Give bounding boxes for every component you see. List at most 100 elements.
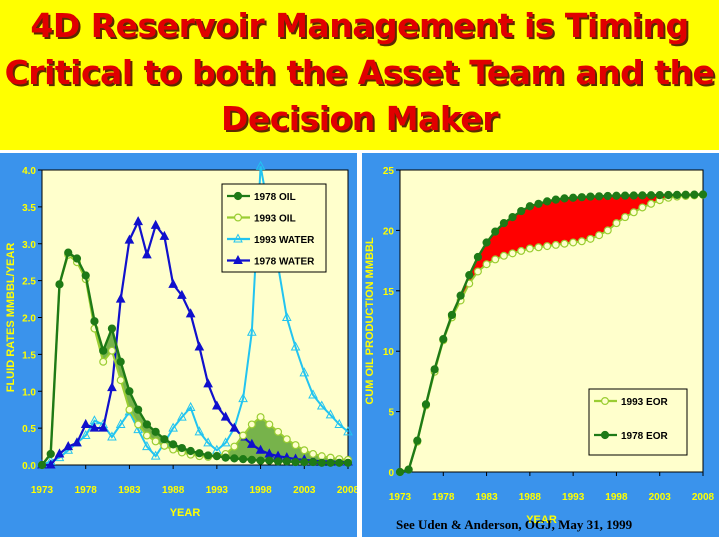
title-banner: 4D Reservoir Management is Timing Critic… xyxy=(0,0,719,150)
x-tick-label: 1973 xyxy=(31,485,54,496)
data-point xyxy=(246,326,257,336)
data-point xyxy=(168,422,178,432)
data-point xyxy=(160,441,169,450)
legend-label: 1978 EOR xyxy=(621,431,668,442)
data-point xyxy=(300,457,309,467)
legend: 1993 EOR 1978 EOR xyxy=(588,388,688,456)
data-point xyxy=(517,206,526,216)
data-point xyxy=(142,249,152,259)
data-point xyxy=(151,427,160,436)
x-tick-label: 2003 xyxy=(649,492,672,503)
data-point xyxy=(491,227,500,236)
series-1978-eor xyxy=(395,190,708,477)
y-tick-label: 0 xyxy=(388,468,394,479)
data-point xyxy=(560,194,569,203)
data-point xyxy=(150,219,161,229)
data-point xyxy=(54,448,65,458)
data-point xyxy=(317,458,326,467)
data-point xyxy=(413,436,422,445)
data-point xyxy=(586,192,595,201)
data-point xyxy=(577,237,586,246)
data-point xyxy=(473,267,482,276)
data-point xyxy=(116,357,125,366)
data-point xyxy=(317,452,326,461)
y-tick-label: 5 xyxy=(388,408,394,419)
data-point xyxy=(274,427,283,436)
data-point xyxy=(63,441,74,451)
x-tick-label: 1998 xyxy=(249,485,272,496)
data-point xyxy=(273,457,283,466)
x-tick-label: 1993 xyxy=(206,485,229,496)
x-axis-label: YEAR xyxy=(526,514,557,526)
data-point xyxy=(664,190,673,200)
data-point xyxy=(308,457,318,467)
y-tick-label: 20 xyxy=(383,226,395,237)
y-tick-label: 10 xyxy=(383,347,395,358)
data-point xyxy=(309,449,318,458)
data-point xyxy=(186,446,195,456)
slide-title-line-2: Critical to both the Asset Team and the xyxy=(4,53,715,92)
data-point xyxy=(134,420,143,429)
data-point xyxy=(255,160,266,170)
data-point xyxy=(246,438,257,448)
x-tick-label: 2008 xyxy=(692,492,715,503)
data-point xyxy=(256,456,265,465)
y-tick-label: 1.5 xyxy=(22,350,36,361)
data-point xyxy=(177,443,186,453)
data-point xyxy=(107,431,117,441)
data-point xyxy=(46,449,55,459)
data-point xyxy=(81,271,90,280)
data-point xyxy=(473,252,483,262)
data-point xyxy=(72,254,82,263)
legend-swatch-marker xyxy=(233,254,243,264)
legend-swatch-marker xyxy=(233,191,243,201)
data-point xyxy=(115,293,126,303)
data-point xyxy=(230,442,239,451)
data-point xyxy=(203,437,213,447)
data-point xyxy=(133,216,144,226)
legend-swatch-marker xyxy=(233,233,243,243)
x-tick-label: 1978 xyxy=(432,492,455,503)
data-point xyxy=(404,465,413,474)
data-point xyxy=(255,444,266,454)
data-point xyxy=(185,308,196,318)
y-tick-label: 25 xyxy=(383,166,395,177)
data-point xyxy=(508,249,517,258)
series-1978-oil xyxy=(37,248,353,470)
legend: 1978 OIL 1993 OIL 1993 WATER 1978 WATER xyxy=(221,183,327,273)
data-point xyxy=(90,317,99,326)
data-point xyxy=(238,455,248,464)
data-point xyxy=(534,199,543,208)
data-point xyxy=(72,437,82,447)
data-point xyxy=(142,420,152,429)
data-point xyxy=(508,213,517,222)
data-point xyxy=(98,422,109,432)
data-point xyxy=(265,456,274,465)
data-point xyxy=(212,400,222,410)
data-point xyxy=(595,231,604,240)
x-tick-label: 1988 xyxy=(519,492,542,503)
data-point xyxy=(569,238,578,247)
data-point xyxy=(194,426,205,436)
x-tick-label: 2003 xyxy=(293,485,316,496)
data-point xyxy=(343,458,353,467)
data-point xyxy=(185,401,196,411)
data-point xyxy=(577,193,586,202)
data-point xyxy=(543,242,552,251)
data-point xyxy=(291,457,300,467)
data-point xyxy=(655,191,664,200)
data-point xyxy=(125,405,134,414)
data-point xyxy=(690,190,699,199)
citation: See Uden & Anderson, OGJ, May 31, 1999 xyxy=(396,517,633,532)
data-point xyxy=(629,208,638,217)
data-point xyxy=(99,346,108,355)
data-point xyxy=(595,192,604,201)
data-point xyxy=(89,422,100,432)
data-point xyxy=(638,191,647,200)
data-point xyxy=(300,446,309,455)
data-point xyxy=(551,195,560,204)
legend-swatch-marker xyxy=(601,397,610,406)
x-tick-label: 1993 xyxy=(562,492,585,503)
data-point xyxy=(281,311,292,321)
data-point xyxy=(134,405,143,414)
